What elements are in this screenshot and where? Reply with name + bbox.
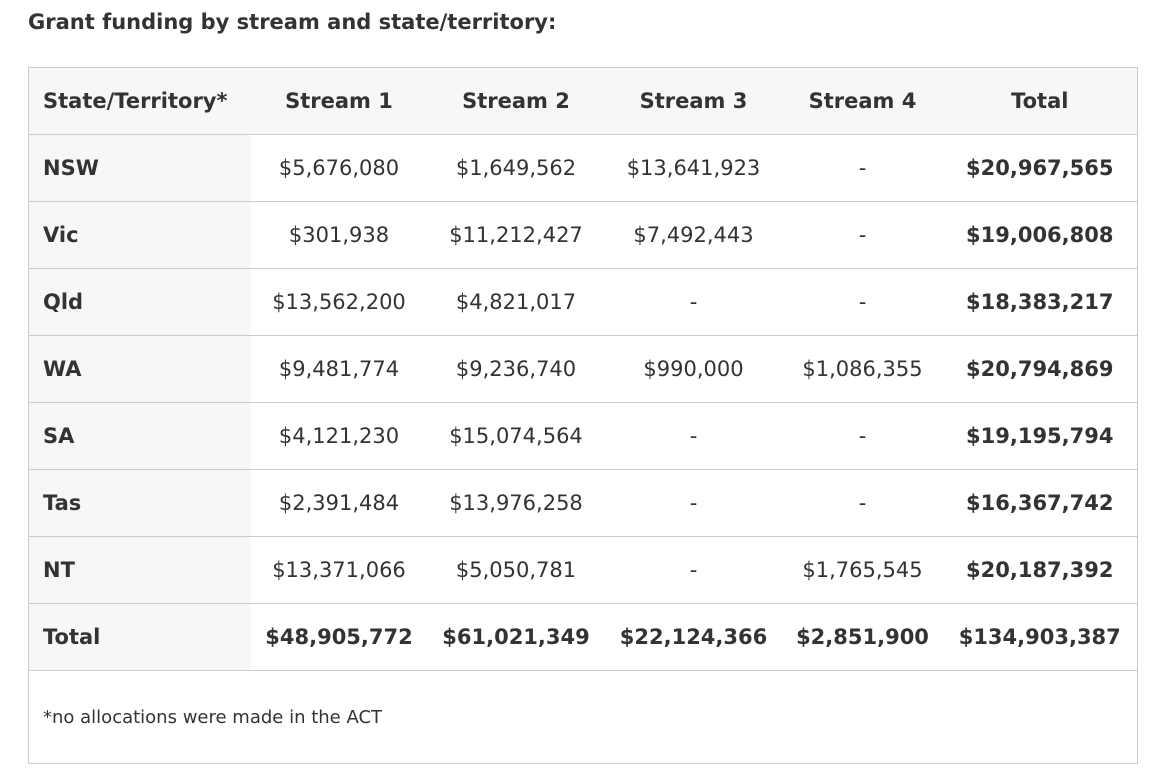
stream-3-cell: -: [604, 268, 783, 336]
stream-4-cell: -: [782, 268, 943, 336]
stream-4-cell: $2,851,900: [782, 603, 943, 671]
stream-4-cell: $1,086,355: [782, 335, 943, 403]
stream-2-cell: $13,976,258: [427, 469, 605, 537]
stream-4-cell: -: [782, 469, 943, 537]
table-row: Qld $13,562,200 $4,821,017- - $18,383,217: [28, 268, 1138, 336]
stream-3-cell: -: [604, 536, 783, 604]
stream-2-cell: $9,236,740: [427, 335, 605, 403]
table-title: Grant funding by stream and state/territ…: [28, 10, 557, 34]
table-row: NSW $5,676,080 $1,649,562 $13,641,923- $20,9…: [28, 134, 1138, 202]
total-cell: $19,006,808: [942, 201, 1138, 269]
stream-3-cell: $13,641,923: [604, 134, 783, 202]
stream-3-cell: $22,124,366: [604, 603, 783, 671]
state-cell: Qld: [28, 268, 251, 336]
header-state: State/Territory*: [28, 67, 251, 135]
header-stream-1: Stream 1: [250, 67, 428, 135]
table-row: SA $4,121,230 $15,074,564- - $19,195,794: [28, 402, 1138, 470]
stream-2-cell: $5,050,781: [427, 536, 605, 604]
stream-2-cell: $61,021,349: [427, 603, 605, 671]
table-row: NT $13,371,066 $5,050,781- $1,765,545 $20,18…: [28, 536, 1138, 604]
stream-2-cell: $15,074,564: [427, 402, 605, 470]
total-row: Total $48,905,772 $61,021,349 $22,124,366 $2…: [28, 603, 1138, 671]
stream-3-cell: $7,492,443: [604, 201, 783, 269]
state-cell: SA: [28, 402, 251, 470]
stream-1-cell: $301,938: [250, 201, 428, 269]
header-stream-2: Stream 2: [427, 67, 605, 135]
stream-4-cell: -: [782, 201, 943, 269]
footnote: *no allocations were made in the ACT: [28, 670, 1138, 764]
state-cell: Vic: [28, 201, 251, 269]
stream-1-cell: $13,562,200: [250, 268, 428, 336]
total-cell: $20,967,565: [942, 134, 1138, 202]
stream-3-cell: $990,000: [604, 335, 783, 403]
stream-4-cell: $1,765,545: [782, 536, 943, 604]
header-row: State/Territory* Stream 1 Stream 2 Strea…: [28, 67, 1138, 135]
state-cell: NT: [28, 536, 251, 604]
stream-1-cell: $13,371,066: [250, 536, 428, 604]
stream-2-cell: $4,821,017: [427, 268, 605, 336]
stream-1-cell: $4,121,230: [250, 402, 428, 470]
footnote-row: *no allocations were made in the ACT: [28, 670, 1138, 764]
total-cell: $20,794,869: [942, 335, 1138, 403]
state-cell: Total: [28, 603, 251, 671]
header-stream-4: Stream 4: [782, 67, 943, 135]
stream-2-cell: $1,649,562: [427, 134, 605, 202]
stream-1-cell: $48,905,772: [250, 603, 428, 671]
header-stream-3: Stream 3: [604, 67, 783, 135]
table-row: Vic $301,938 $11,212,427 $7,492,443- $19,006…: [28, 201, 1138, 269]
table-row: WA $9,481,774 $9,236,740 $990,000 $1,086,355…: [28, 335, 1138, 403]
total-cell: $134,903,387: [942, 603, 1138, 671]
stream-2-cell: $11,212,427: [427, 201, 605, 269]
stream-4-cell: -: [782, 402, 943, 470]
stream-3-cell: -: [604, 469, 783, 537]
stream-1-cell: $5,676,080: [250, 134, 428, 202]
grant-funding-table: State/Territory* Stream 1 Stream 2 Strea…: [28, 67, 1138, 764]
table-row: Tas $2,391,484 $13,976,258- - $16,367,742: [28, 469, 1138, 537]
header-total: Total: [942, 67, 1138, 135]
total-cell: $20,187,392: [942, 536, 1138, 604]
total-cell: $18,383,217: [942, 268, 1138, 336]
state-cell: WA: [28, 335, 251, 403]
stream-1-cell: $2,391,484: [250, 469, 428, 537]
stream-3-cell: -: [604, 402, 783, 470]
state-cell: Tas: [28, 469, 251, 537]
total-cell: $19,195,794: [942, 402, 1138, 470]
total-cell: $16,367,742: [942, 469, 1138, 537]
stream-4-cell: -: [782, 134, 943, 202]
stream-1-cell: $9,481,774: [250, 335, 428, 403]
state-cell: NSW: [28, 134, 251, 202]
